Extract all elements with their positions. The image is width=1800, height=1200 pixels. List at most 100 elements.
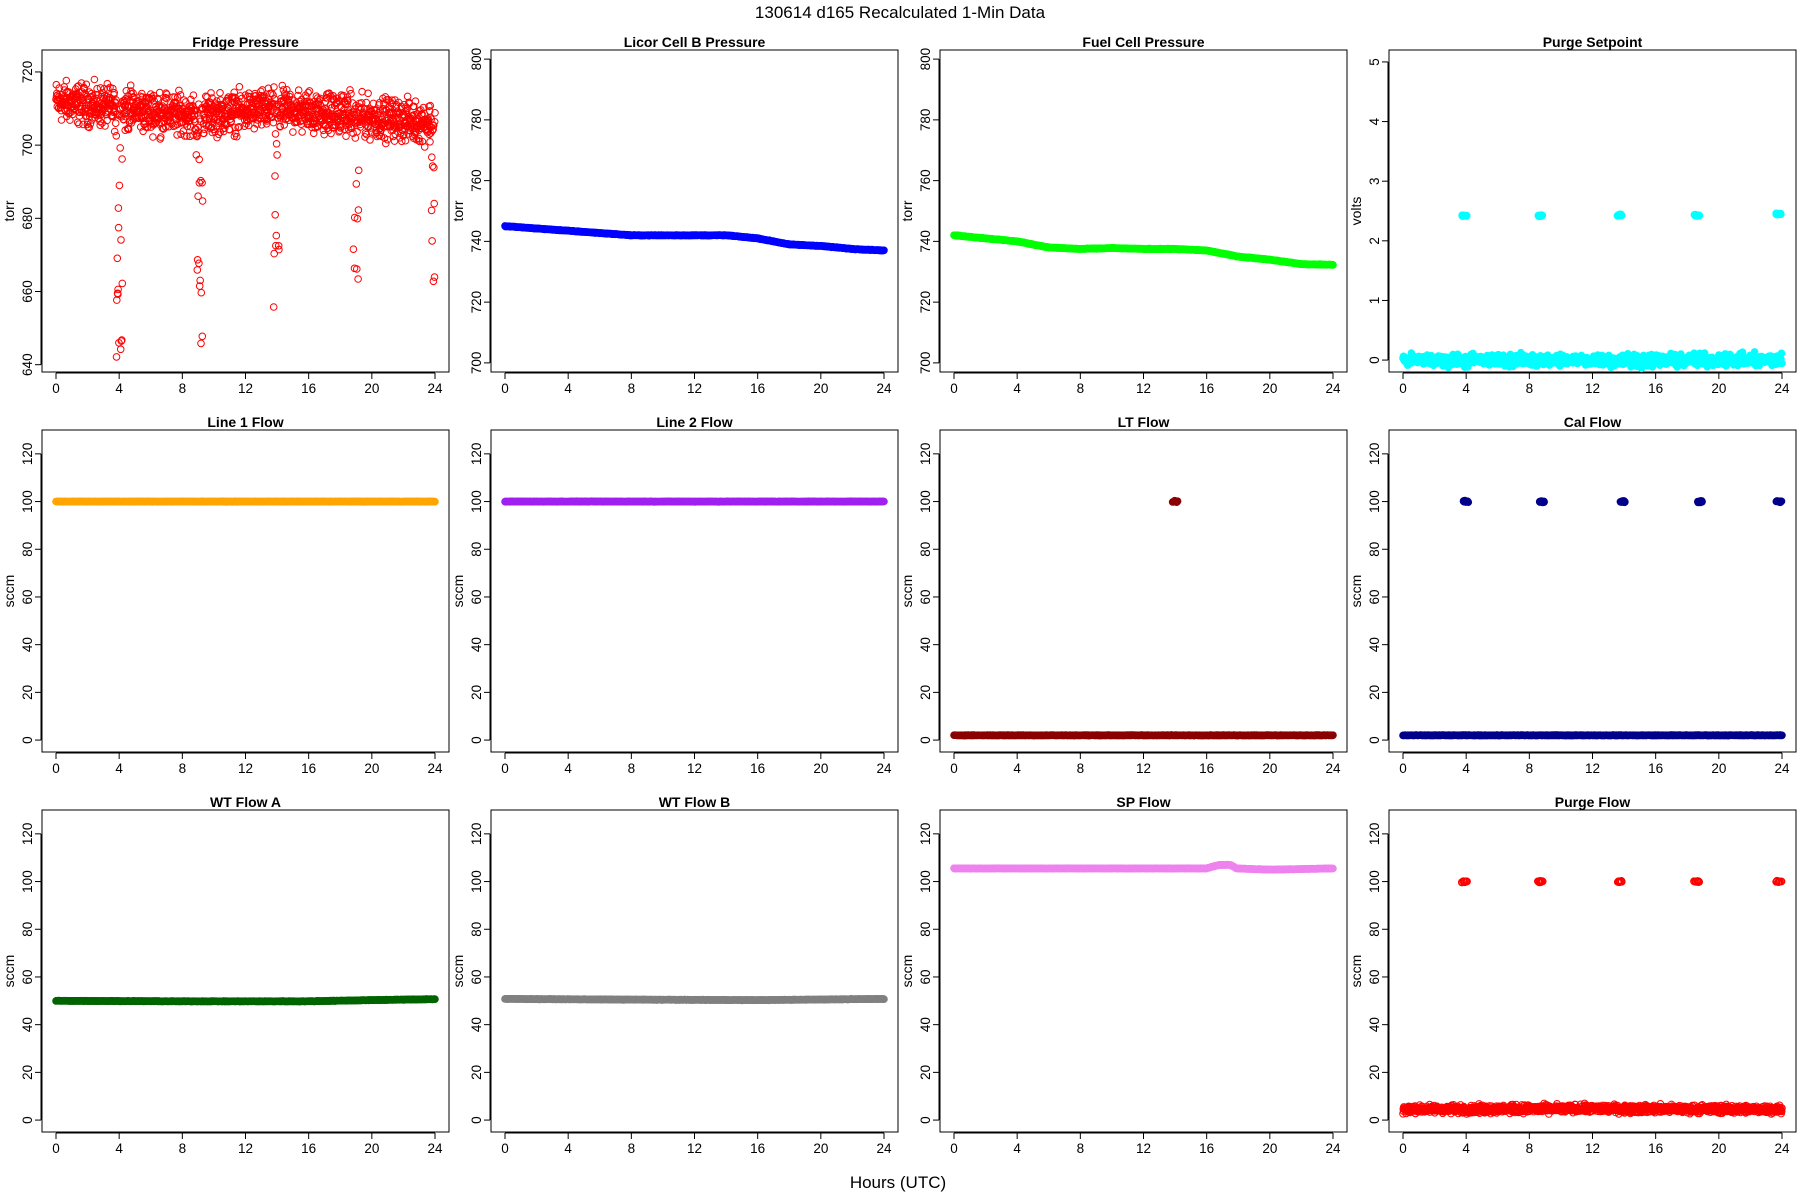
data-point	[197, 176, 205, 185]
y-tick-label: 5	[1367, 58, 1382, 66]
data-point	[271, 211, 280, 219]
panel-title: Fridge Pressure	[192, 34, 299, 50]
y-tick-label: 780	[469, 109, 484, 132]
x-tick-label: 20	[813, 761, 828, 776]
data-point	[114, 223, 123, 232]
y-tick-label: 0	[20, 736, 35, 744]
data-point	[89, 99, 98, 108]
data-point	[194, 128, 203, 136]
data-point	[198, 197, 207, 205]
data-point	[272, 140, 281, 148]
data-point	[426, 138, 434, 146]
panel-title: Licor Cell B Pressure	[624, 34, 766, 50]
x-tick-label: 16	[750, 381, 765, 396]
data-point	[138, 89, 146, 98]
x-tick-label: 12	[687, 381, 702, 396]
panel-title: Fuel Cell Pressure	[1082, 34, 1204, 50]
data-point	[113, 254, 122, 263]
series-points	[52, 75, 439, 361]
x-tick-label: 12	[1136, 381, 1151, 396]
data-point	[104, 85, 112, 93]
data-point	[193, 256, 202, 264]
x-tick-label: 4	[1462, 381, 1470, 396]
data-point	[200, 129, 208, 138]
data-point	[430, 163, 438, 172]
y-tick-label: 1	[1367, 297, 1382, 305]
data-point	[431, 497, 439, 506]
y-tick-label: 700	[469, 352, 484, 375]
panel-title: Line 2 Flow	[656, 414, 732, 430]
y-tick-label: 60	[20, 589, 35, 604]
data-point	[1778, 359, 1786, 368]
data-point	[193, 266, 202, 274]
data-point	[198, 332, 207, 341]
plot-frame	[41, 429, 450, 753]
y-tick-label: 700	[918, 352, 933, 375]
y-tick-label: 740	[918, 230, 933, 253]
data-point	[180, 132, 189, 140]
x-tick-label: 16	[1199, 381, 1214, 396]
x-tick-label: 0	[950, 381, 958, 396]
x-tick-label: 0	[52, 761, 60, 776]
data-point	[255, 111, 264, 119]
data-point	[430, 273, 439, 281]
data-point	[1458, 212, 1467, 220]
y-tick-label: 20	[20, 685, 35, 700]
data-point	[427, 206, 436, 215]
data-point	[161, 93, 170, 102]
y-tick-label: 800	[469, 48, 484, 71]
x-tick-label: 20	[364, 381, 379, 396]
data-point	[115, 181, 124, 190]
data-point	[163, 90, 171, 99]
data-point	[235, 83, 244, 91]
y-tick-label: 120	[20, 443, 35, 466]
data-point	[89, 92, 97, 100]
data-point	[149, 133, 157, 141]
data-point	[96, 84, 105, 92]
data-point	[272, 231, 281, 240]
x-tick-label: 24	[427, 381, 443, 396]
plot-frame	[1388, 49, 1797, 373]
data-point	[90, 75, 99, 84]
x-tick-label: 4	[115, 761, 123, 776]
data-point	[62, 76, 71, 85]
data-point	[66, 116, 74, 124]
data-point	[189, 91, 198, 99]
x-tick-label: 4	[564, 381, 572, 396]
data-point	[86, 120, 95, 128]
data-point	[124, 125, 133, 134]
y-axis-label: torr	[1, 200, 17, 221]
x-tick-label: 24	[427, 761, 443, 776]
data-point	[354, 275, 362, 283]
y-tick-label: 40	[20, 637, 35, 652]
x-tick-label: 8	[628, 761, 636, 776]
data-point	[305, 87, 314, 95]
data-point	[262, 96, 270, 105]
data-point	[1616, 211, 1625, 220]
y-tick-label: 80	[469, 542, 484, 557]
data-point	[298, 128, 306, 136]
data-point	[144, 104, 152, 112]
data-point	[97, 110, 106, 119]
data-point	[114, 204, 123, 212]
y-tick-label: 660	[20, 280, 35, 303]
data-point	[233, 132, 241, 141]
data-point	[429, 277, 438, 286]
plot-frame	[939, 49, 1348, 373]
data-point	[126, 81, 135, 90]
x-tick-label: 0	[52, 381, 60, 396]
data-point	[193, 132, 201, 141]
data-point	[216, 89, 224, 97]
x-tick-label: 20	[1262, 381, 1277, 396]
data-point	[352, 180, 361, 188]
data-point	[1535, 212, 1543, 220]
data-point	[195, 155, 203, 164]
data-point	[289, 128, 297, 136]
data-point	[403, 92, 412, 101]
y-tick-label: 760	[918, 169, 933, 192]
x-tick-label: 8	[1077, 381, 1085, 396]
